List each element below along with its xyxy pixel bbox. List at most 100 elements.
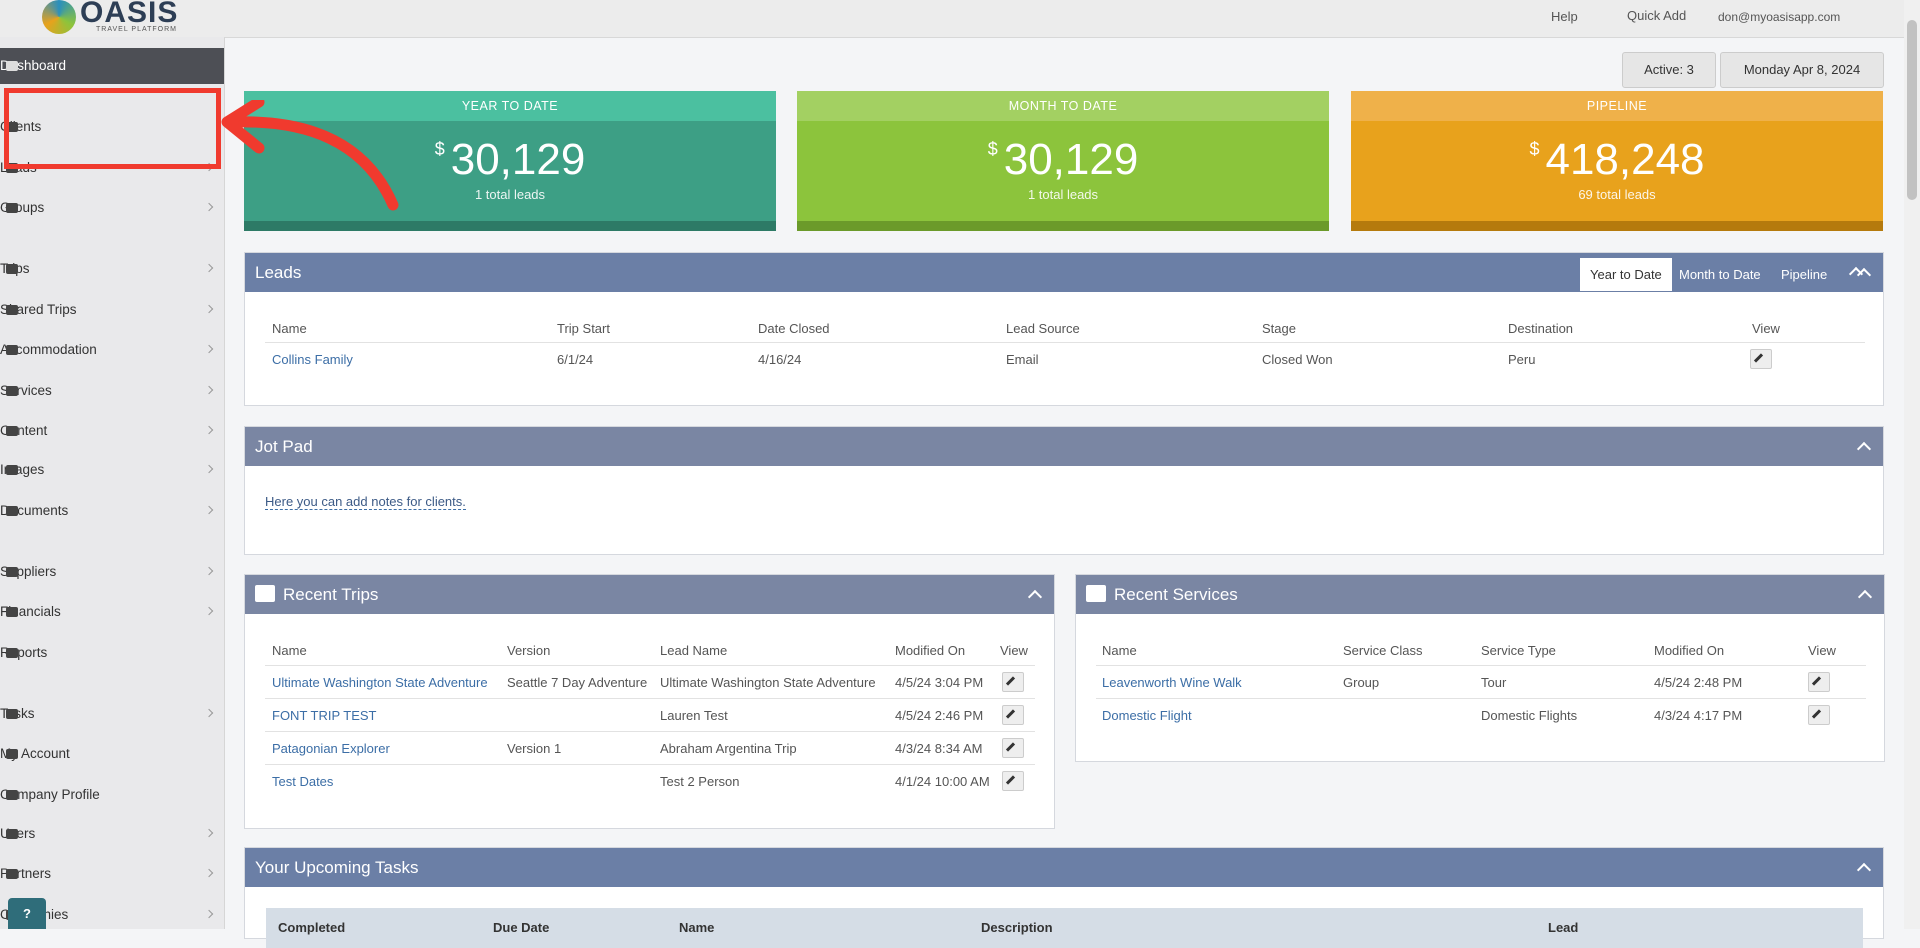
scroll-thumb[interactable] <box>1907 20 1917 200</box>
panel-header: Your Upcoming Tasks <box>245 848 1883 887</box>
view-button[interactable] <box>1808 672 1830 692</box>
active-button[interactable]: Active: 3 <box>1622 52 1716 88</box>
cell: 4/3/24 8:34 AM <box>895 741 983 756</box>
panel-title: Your Upcoming Tasks <box>255 858 419 877</box>
card-amount: 30,129 <box>1003 135 1139 184</box>
logo: OASIS <box>80 0 179 29</box>
help-button[interactable]: ? <box>8 898 46 929</box>
column-header: Service Type <box>1481 643 1556 658</box>
nav-label: Reports <box>0 645 48 660</box>
nav-icon <box>6 345 18 355</box>
cell[interactable]: Leavenworth Wine Walk <box>1102 675 1242 690</box>
nav-icon <box>6 264 18 274</box>
nav-item[interactable]: Clients <box>0 109 224 145</box>
nav-item[interactable]: Images <box>0 452 224 488</box>
column-header: Destination <box>1508 321 1574 336</box>
nav-item[interactable]: Groups <box>0 190 224 226</box>
nav-item[interactable]: My Account <box>0 736 224 772</box>
nav-item[interactable]: Services <box>0 373 224 409</box>
column-header: Due Date <box>493 920 550 935</box>
cell[interactable]: Ultimate Washington State Adventure <box>272 675 488 690</box>
row-divider <box>265 665 1035 666</box>
view-button[interactable] <box>1002 738 1024 758</box>
collapse[interactable] <box>1027 589 1043 605</box>
quick-add[interactable]: Quick Add <box>1627 8 1687 23</box>
column-header: View <box>1752 321 1780 336</box>
nav-item[interactable]: Shared Trips <box>0 292 224 328</box>
cell: 6/1/24 <box>557 352 594 367</box>
row-divider <box>265 764 1035 765</box>
summary-card: PIPELINE $418,248 69 total leads <box>1351 91 1883 231</box>
nav-item[interactable]: Financials <box>0 594 224 630</box>
collapse[interactable] <box>1856 441 1872 457</box>
view-button[interactable] <box>1002 672 1024 692</box>
nav-item[interactable]: Partners <box>0 856 224 892</box>
card-title: YEAR TO DATE <box>244 91 776 121</box>
card-amount: 418,248 <box>1545 135 1705 184</box>
card-sub: 1 total leads <box>1027 187 1099 202</box>
nav-label: Content <box>0 423 48 438</box>
cell[interactable]: FONT TRIP TEST <box>272 708 377 723</box>
card-footer <box>244 221 776 231</box>
cell[interactable]: Domestic Flight <box>1102 708 1192 723</box>
collapse[interactable] <box>1856 862 1872 878</box>
cell: Version 1 <box>507 741 562 756</box>
nav-item[interactable]: Users <box>0 816 224 852</box>
annotation-arrow <box>221 100 399 211</box>
currency: $ <box>987 139 998 159</box>
cell[interactable]: Test Dates <box>272 774 334 789</box>
nav-icon <box>6 567 18 577</box>
nav-item[interactable]: Documents <box>0 493 224 529</box>
user-menu[interactable]: don@myoasisapp.com <box>1718 10 1841 24</box>
nav-item[interactable]: Company Profile <box>0 777 224 813</box>
tab[interactable]: Month to Date <box>1679 267 1761 282</box>
card-sub: 69 total leads <box>1578 187 1656 202</box>
nav-item[interactable]: Accommodation <box>0 332 224 368</box>
nav-item[interactable]: Content <box>0 413 224 449</box>
collapse[interactable] <box>1857 589 1873 605</box>
nav-label: Trips <box>0 251 224 287</box>
cell: 4/1/24 10:00 AM <box>895 774 990 789</box>
view-button[interactable] <box>1002 705 1024 725</box>
nav-label: Dashboard <box>0 58 67 73</box>
cell: Ultimate Washington State Adventure <box>660 675 876 690</box>
column-header: Trip Start <box>557 321 610 336</box>
column-header: Name <box>679 920 715 935</box>
cell[interactable]: Collins Family <box>272 352 353 367</box>
nav-item[interactable]: Trips <box>0 251 224 287</box>
cell: Tour <box>1481 675 1507 690</box>
column-header: View <box>1000 643 1028 658</box>
cell: 4/16/24 <box>758 352 802 367</box>
cell: Test 2 Person <box>660 774 740 789</box>
panel-header: Recent Services <box>1076 575 1884 614</box>
card-footer <box>1351 221 1883 231</box>
column-header: Version <box>507 643 551 658</box>
nav-icon <box>6 607 18 617</box>
recent-trips-panel: Recent Trips Name Version Lead Name Modifie… <box>244 574 1055 829</box>
summary-card: YEAR TO DATE $30,129 1 total leads <box>244 91 776 231</box>
tasks-panel: Your Upcoming Tasks Completed Due Date Nam… <box>244 847 1884 948</box>
column-header: View <box>1808 643 1836 658</box>
jot-text[interactable]: Here you can add notes for clients. <box>265 494 466 510</box>
nav-icon <box>6 790 18 800</box>
column-header: Name <box>272 643 307 658</box>
view-button[interactable] <box>1750 349 1772 369</box>
nav-item[interactable]: Suppliers <box>0 554 224 590</box>
cell[interactable]: Patagonian Explorer <box>272 741 390 756</box>
cell: Peru <box>1508 352 1536 367</box>
date-button[interactable]: Monday Apr 8, 2024 <box>1720 52 1884 88</box>
tab[interactable]: Year to Date <box>1580 258 1672 291</box>
row-divider <box>265 342 1865 343</box>
view-button[interactable] <box>1002 771 1024 791</box>
help[interactable]: Help <box>1551 9 1578 24</box>
jot-pad-panel: Jot Pad Here you can add notes for clien… <box>244 426 1884 555</box>
recent-services-panel: Recent Services Name Service Class Service… <box>1075 574 1885 762</box>
nav-item[interactable]: Tasks <box>0 696 224 732</box>
nav-item[interactable]: Reports <box>0 635 224 671</box>
cell: Email <box>1006 352 1039 367</box>
leads-panel: Leads Name Trip Start Date Closed Lead Sour… <box>244 252 1884 406</box>
nav-item[interactable]: Dashboard <box>0 48 224 84</box>
tab[interactable]: Pipeline <box>1781 267 1828 282</box>
cell: 4/5/24 2:48 PM <box>1654 675 1743 690</box>
view-button[interactable] <box>1808 705 1830 725</box>
